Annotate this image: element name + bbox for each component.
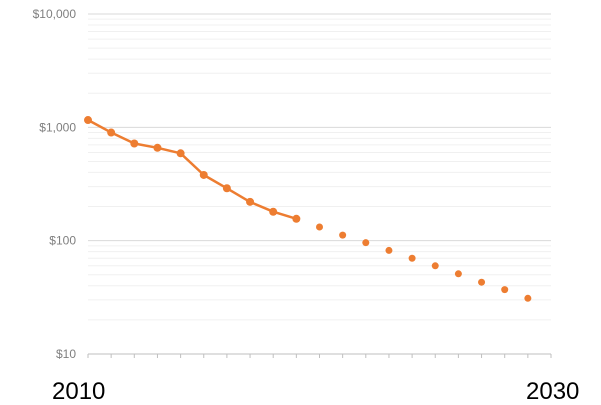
projected-point xyxy=(454,270,462,278)
historical-series xyxy=(87,118,297,220)
historical-point xyxy=(222,184,231,193)
historical-point xyxy=(130,139,139,148)
grid xyxy=(88,13,551,355)
axes xyxy=(87,353,552,358)
projected-point xyxy=(478,278,486,286)
x-label-start: 2010 xyxy=(52,378,105,405)
historical-point xyxy=(246,197,255,206)
historical-point xyxy=(153,143,162,152)
projected-point xyxy=(339,231,347,239)
y-tick-label: $10 xyxy=(56,347,76,361)
projected-point xyxy=(524,294,532,302)
y-tick-label: $10,000 xyxy=(33,7,77,21)
historical-line xyxy=(87,118,297,220)
projected-point xyxy=(316,223,323,231)
projected-point xyxy=(501,286,509,294)
historical-point xyxy=(269,207,278,216)
projected-point xyxy=(431,262,439,270)
y-tick-labels: $10 $100 $1,000 $10,000 xyxy=(33,7,77,361)
historical-point xyxy=(107,128,116,137)
projected-point xyxy=(385,246,393,254)
historical-point xyxy=(84,116,92,125)
y-tick-label: $1,000 xyxy=(39,120,76,134)
projected-point xyxy=(408,254,416,262)
historical-point xyxy=(292,214,301,223)
historical-point xyxy=(176,149,185,158)
historical-point xyxy=(199,170,208,179)
projected-point xyxy=(362,239,370,247)
data-points xyxy=(84,116,532,302)
y-tick-label: $100 xyxy=(49,234,76,248)
x-label-end: 2030 xyxy=(526,378,579,405)
